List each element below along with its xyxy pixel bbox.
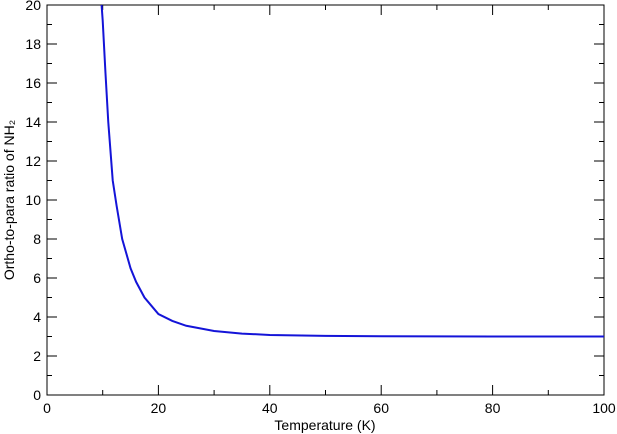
y-tick-label: 0 [33, 387, 41, 403]
y-tick-label: 14 [25, 114, 41, 130]
x-tick-label: 20 [151, 400, 167, 416]
x-tick-label: 0 [43, 400, 51, 416]
y-tick-label: 20 [25, 0, 41, 13]
y-tick-label: 2 [33, 348, 41, 364]
y-tick-label: 4 [33, 309, 41, 325]
y-tick-label: 10 [25, 192, 41, 208]
x-tick-label: 100 [592, 400, 616, 416]
x-tick-label: 60 [373, 400, 389, 416]
x-axis-label: Temperature (K) [274, 417, 375, 433]
x-tick-label: 40 [262, 400, 278, 416]
y-tick-label: 8 [33, 231, 41, 247]
y-tick-label: 16 [25, 75, 41, 91]
data-line [100, 4, 604, 338]
y-tick-label: 12 [25, 153, 41, 169]
y-tick-label: 6 [33, 270, 41, 286]
y-tick-label: 18 [25, 36, 41, 52]
x-tick-label: 80 [485, 400, 501, 416]
y-axis-label: Ortho-to-para ratio of NH₂ [1, 120, 17, 280]
